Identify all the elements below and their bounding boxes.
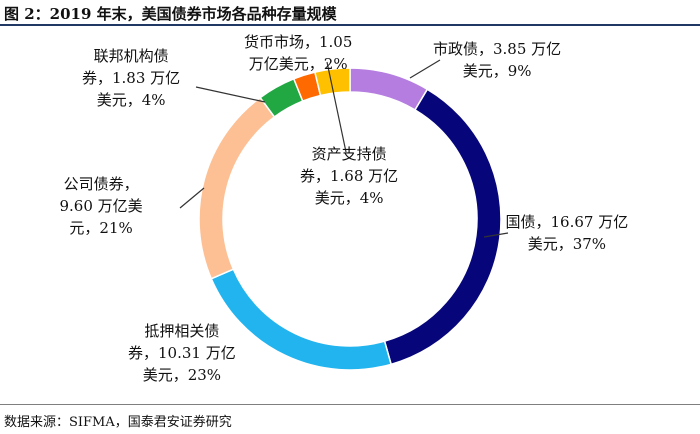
leader-line-corporate <box>179 187 205 209</box>
data-label-line: 公司债券， <box>63 175 139 193</box>
source-rule <box>0 404 700 405</box>
title-rule <box>0 24 700 26</box>
data-label-line: 联邦机构债 <box>93 47 169 65</box>
data-label-line: 券，1.68 万亿 <box>300 167 399 185</box>
data-label-line: 美元，37% <box>527 235 607 253</box>
leader-line-agency <box>195 86 266 103</box>
leader-line-money-market <box>326 61 347 153</box>
slice-asset-backed <box>313 67 351 97</box>
data-label-mortgage: 抵押相关债券，10.31 万亿 美元，23% <box>128 320 236 386</box>
data-label-line: 资产支持债 <box>311 145 387 163</box>
data-label-asset-backed: 资产支持债券，1.68 万亿 美元，4% <box>300 143 398 209</box>
data-label-line: 美元，4% <box>96 91 166 109</box>
data-label-line: 元，21% <box>69 219 133 237</box>
data-label-line: 国债，16.67 万亿 <box>505 213 629 231</box>
data-label-agency: 联邦机构债券，1.83 万亿 美元，4% <box>82 45 180 111</box>
slice-mortgage <box>210 268 393 371</box>
slice-corporate <box>198 96 276 280</box>
data-label-money-market: 货币市场，1.05 万亿美元，2% <box>244 31 352 75</box>
leader-lines <box>179 59 509 238</box>
slice-treasury <box>383 88 502 366</box>
data-label-line: 货币市场，1.05 <box>244 33 353 51</box>
data-label-line: 万亿美元，2% <box>248 55 348 73</box>
data-label-line: 券，10.31 万亿 <box>128 344 236 362</box>
data-label-line: 抵押相关债 <box>144 322 220 340</box>
data-label-corporate: 公司债券， 9.60 万亿美 元，21% <box>60 173 143 239</box>
data-label-line: 美元，23% <box>142 366 222 384</box>
leader-line-treasury <box>483 232 509 238</box>
leader-line-municipal <box>409 59 441 79</box>
figure-title: 图 2：2019 年末，美国债券市场各品种存量规模 <box>4 5 337 23</box>
data-label-line: 美元，9% <box>462 62 532 80</box>
data-label-line: 9.60 万亿美 <box>59 197 143 215</box>
data-label-municipal: 市政债，3.85 万亿 美元，9% <box>433 38 561 82</box>
donut-slices <box>198 67 502 371</box>
source-note: 数据来源：SIFMA，国泰君安证券研究 <box>4 415 232 430</box>
data-label-line: 美元，4% <box>314 189 384 207</box>
data-label-line: 券，1.83 万亿 <box>82 69 181 87</box>
data-label-treasury: 国债，16.67 万亿 美元，37% <box>506 211 629 255</box>
data-label-line: 市政债，3.85 万亿 <box>433 40 562 58</box>
